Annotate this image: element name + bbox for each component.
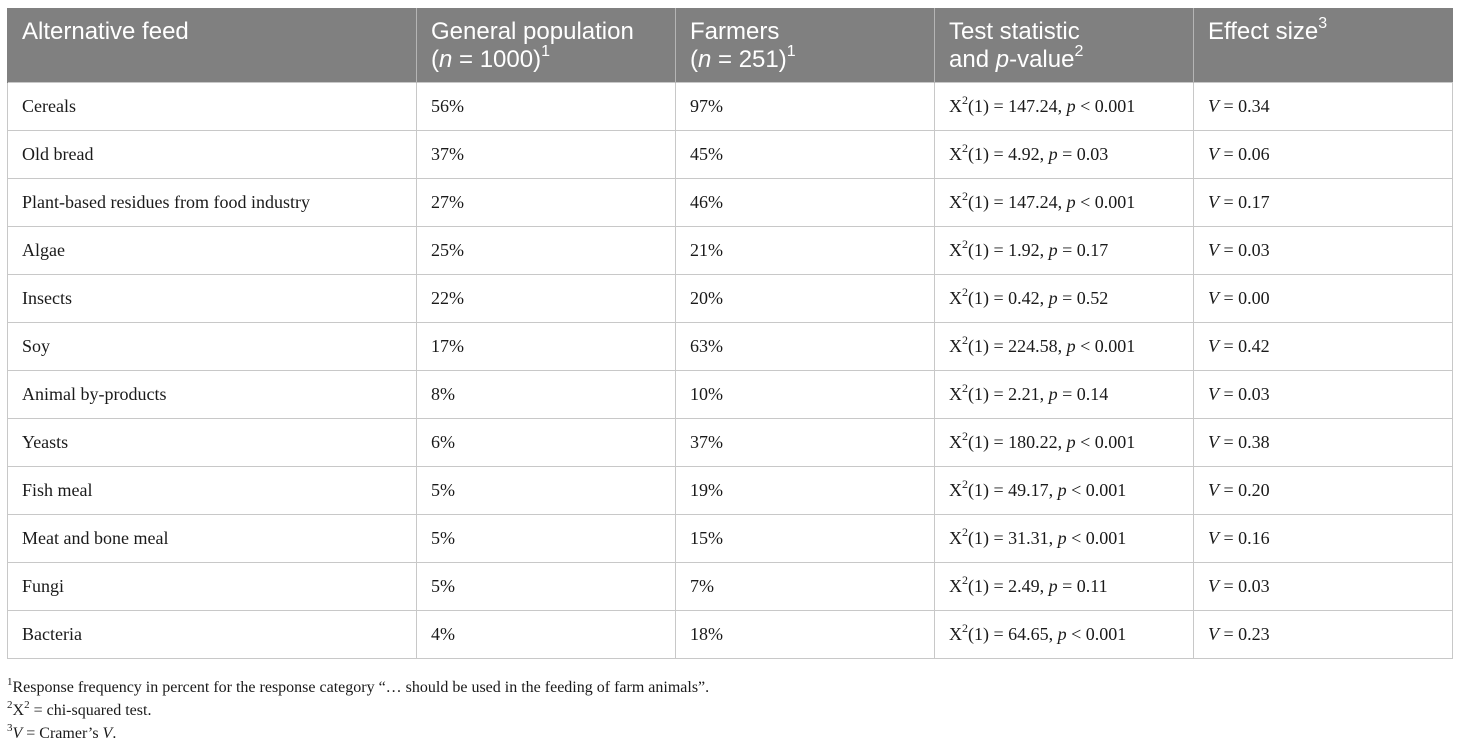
cell-effect-size: V = 0.03 [1193,370,1453,419]
cell-farmers: 45% [675,130,935,179]
table-row: Algae 25% 21% X2(1) = 1.92, p = 0.17 V = 0.0… [7,226,1453,275]
table-row: Soy 17% 63% X2(1) = 224.58, p < 0.001 V = 0.… [7,322,1453,371]
cell-effect-size: V = 0.03 [1193,562,1453,611]
table-footnotes: 1Response frequency in percent for the r… [7,676,709,745]
cell-test-statistic: X2(1) = 2.21, p = 0.14 [934,370,1194,419]
cell-farmers: 10% [675,370,935,419]
cell-general-population: 25% [416,226,676,275]
results-table-container: Alternative feed General population (n = … [7,8,1453,659]
cell-alternative-feed: Cereals [7,82,417,131]
cell-alternative-feed: Old bread [7,130,417,179]
table-row: Bacteria 4% 18% X2(1) = 64.65, p < 0.001 V =… [7,610,1453,659]
cell-alternative-feed: Fungi [7,562,417,611]
cell-alternative-feed: Meat and bone meal [7,514,417,563]
cell-test-statistic: X2(1) = 1.92, p = 0.17 [934,226,1194,275]
cell-effect-size: V = 0.38 [1193,418,1453,467]
table-row: Animal by-products 8% 10% X2(1) = 2.21, p =… [7,370,1453,419]
cell-alternative-feed: Bacteria [7,610,417,659]
table-row: Yeasts 6% 37% X2(1) = 180.22, p < 0.001 V = … [7,418,1453,467]
cell-alternative-feed: Algae [7,226,417,275]
cell-general-population: 6% [416,418,676,467]
cell-effect-size: V = 0.34 [1193,82,1453,131]
cell-farmers: 20% [675,274,935,323]
table-row: Meat and bone meal 5% 15% X2(1) = 31.31, p … [7,514,1453,563]
cell-farmers: 19% [675,466,935,515]
footnote-1: 1Response frequency in percent for the r… [7,675,710,696]
header-effect-size: Effect size3 [1193,8,1453,83]
table-row: Fish meal 5% 19% X2(1) = 49.17, p < 0.001 V … [7,466,1453,515]
cell-test-statistic: X2(1) = 4.92, p = 0.03 [934,130,1194,179]
cell-effect-size: V = 0.42 [1193,322,1453,371]
cell-general-population: 5% [416,466,676,515]
cell-alternative-feed: Animal by-products [7,370,417,419]
table-body: Cereals 56% 97% X2(1) = 147.24, p < 0.001 V … [7,82,1453,659]
cell-general-population: 5% [416,562,676,611]
cell-test-statistic: X2(1) = 147.24, p < 0.001 [934,82,1194,131]
cell-test-statistic: X2(1) = 2.49, p = 0.11 [934,562,1194,611]
cell-effect-size: V = 0.23 [1193,610,1453,659]
cell-farmers: 18% [675,610,935,659]
cell-farmers: 37% [675,418,935,467]
cell-farmers: 97% [675,82,935,131]
footnote-2: 2X2 = chi-squared test. [7,698,152,719]
cell-effect-size: V = 0.00 [1193,274,1453,323]
cell-test-statistic: X2(1) = 224.58, p < 0.001 [934,322,1194,371]
cell-test-statistic: X2(1) = 0.42, p = 0.52 [934,274,1194,323]
header-row: Alternative feed General population (n = … [7,8,1453,83]
table-row: Fungi 5% 7% X2(1) = 2.49, p = 0.11 V = 0.03 [7,562,1453,611]
header-alternative-feed: Alternative feed [7,8,417,83]
cell-alternative-feed: Soy [7,322,417,371]
cell-general-population: 27% [416,178,676,227]
cell-alternative-feed: Yeasts [7,418,417,467]
header-test-statistic: Test statistic and p-value2 [934,8,1194,83]
cell-general-population: 22% [416,274,676,323]
cell-general-population: 8% [416,370,676,419]
cell-general-population: 56% [416,82,676,131]
footnote-3: 3V = Cramer’s V. [7,721,117,742]
cell-test-statistic: X2(1) = 49.17, p < 0.001 [934,466,1194,515]
cell-general-population: 5% [416,514,676,563]
cell-test-statistic: X2(1) = 180.22, p < 0.001 [934,418,1194,467]
cell-effect-size: V = 0.03 [1193,226,1453,275]
cell-alternative-feed: Insects [7,274,417,323]
table-row: Old bread 37% 45% X2(1) = 4.92, p = 0.03 V =… [7,130,1453,179]
cell-farmers: 46% [675,178,935,227]
cell-alternative-feed: Fish meal [7,466,417,515]
cell-effect-size: V = 0.17 [1193,178,1453,227]
cell-effect-size: V = 0.16 [1193,514,1453,563]
cell-farmers: 21% [675,226,935,275]
cell-general-population: 4% [416,610,676,659]
cell-alternative-feed: Plant-based residues from food industry [7,178,417,227]
cell-effect-size: V = 0.06 [1193,130,1453,179]
cell-test-statistic: X2(1) = 31.31, p < 0.001 [934,514,1194,563]
alternative-feed-table: Alternative feed General population (n = … [7,8,1453,659]
cell-general-population: 37% [416,130,676,179]
cell-farmers: 15% [675,514,935,563]
cell-general-population: 17% [416,322,676,371]
cell-farmers: 7% [675,562,935,611]
table-row: Insects 22% 20% X2(1) = 0.42, p = 0.52 V = 0… [7,274,1453,323]
header-farmers: Farmers (n = 251)1 [675,8,935,83]
table-header: Alternative feed General population (n = … [7,8,1453,83]
cell-farmers: 63% [675,322,935,371]
cell-test-statistic: X2(1) = 147.24, p < 0.001 [934,178,1194,227]
header-general-population: General population (n = 1000)1 [416,8,676,83]
table-row: Plant-based residues from food industry 2… [7,178,1453,227]
cell-test-statistic: X2(1) = 64.65, p < 0.001 [934,610,1194,659]
table-row: Cereals 56% 97% X2(1) = 147.24, p < 0.001 V … [7,82,1453,131]
cell-effect-size: V = 0.20 [1193,466,1453,515]
